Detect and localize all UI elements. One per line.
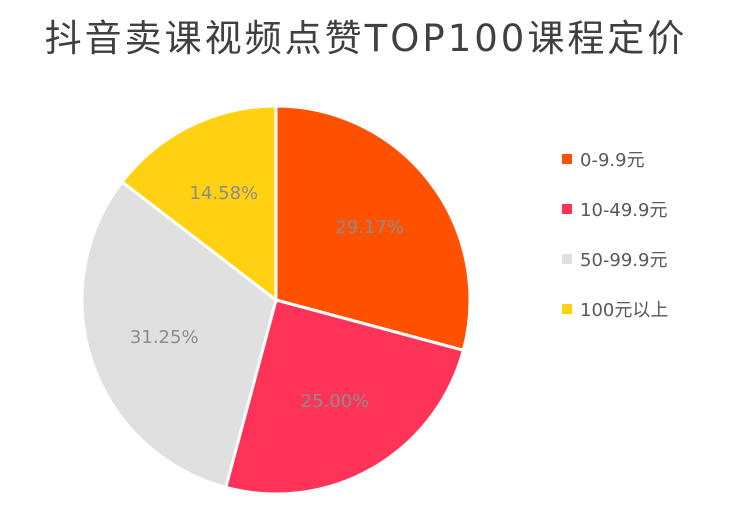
legend-swatch	[562, 254, 572, 264]
chart-title: 抖音卖课视频点赞TOP100课程定价	[44, 17, 688, 60]
legend-item-1: 0-9.9元	[562, 134, 668, 184]
legend-swatch	[562, 204, 572, 214]
slice-value-label-4: 14.58%	[190, 183, 259, 204]
legend-swatch	[562, 304, 572, 314]
pie-slice-2	[223, 298, 466, 496]
legend-label: 0-9.9元	[580, 150, 645, 171]
pie-labels: 29.17% 25.00% 31.25% 14.58%	[130, 183, 404, 412]
legend-label: 10-49.9元	[580, 200, 668, 221]
pie-slice-3	[80, 179, 278, 490]
legend-item-2: 10-49.9元	[562, 184, 668, 234]
pie-slice-1	[274, 104, 472, 353]
slice-value-label-1: 29.17%	[335, 217, 404, 238]
slice-value-label-2: 25.00%	[301, 391, 370, 412]
legend-label: 50-99.9元	[580, 250, 668, 271]
legend-item-4: 100元以上	[562, 284, 668, 334]
legend-label: 100元以上	[580, 300, 669, 321]
legend-item-3: 50-99.9元	[562, 234, 668, 284]
pie-slice-4	[120, 104, 278, 304]
pie-slices	[80, 104, 472, 496]
legend-swatch	[562, 154, 572, 164]
slice-value-label-3: 31.25%	[130, 327, 199, 348]
legend: 0-9.9元 10-49.9元 50-99.9元 100元以上	[562, 134, 668, 334]
